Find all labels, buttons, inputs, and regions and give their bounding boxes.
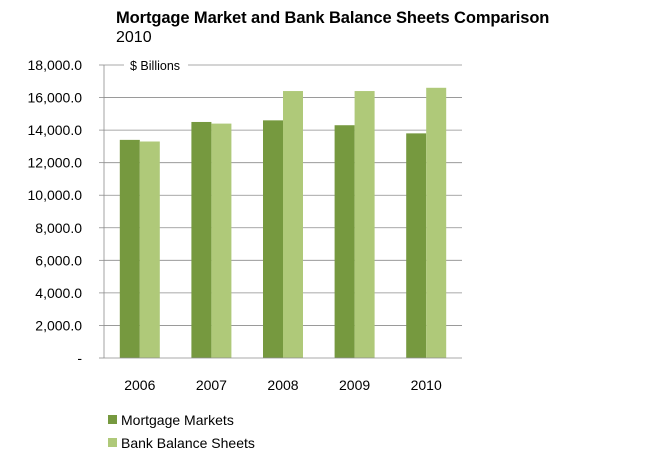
y-axis-label-background [124, 57, 189, 73]
bar-mortgage-markets-2007 [191, 121, 212, 358]
y-tick-label: 14,000.0 [28, 122, 83, 138]
legend-swatch-mortgage-markets [108, 415, 117, 424]
x-tick-label: 2009 [339, 377, 370, 393]
legend-label-mortgage-markets: Mortgage Markets [121, 411, 234, 428]
legend-item-mortgage-markets: Mortgage Markets [108, 408, 255, 431]
y-tick-label: 8,000.0 [35, 220, 82, 236]
x-tick-label: 2010 [411, 377, 442, 393]
bar-mortgage-markets-2008 [263, 120, 283, 358]
legend: Mortgage Markets Bank Balance Sheets [108, 408, 255, 454]
legend-label-bank-balance-sheets: Bank Balance Sheets [121, 434, 255, 451]
y-tick-label: 10,000.0 [28, 187, 83, 203]
tick-labels: - 2,000.0 4,000.0 6,000.0 8,000.0 10,000.0 12,… [28, 57, 442, 393]
y-tick-label: 6,000.0 [35, 252, 82, 268]
bar-mortgage-markets-2010 [406, 133, 427, 358]
y-tick-label: 12,000.0 [28, 155, 83, 171]
y-tick-label: - [77, 350, 82, 366]
bar-bank-balance-sheets-2006 [139, 141, 160, 358]
bar-mortgage-markets-2006 [119, 139, 140, 358]
bar-bank-balance-sheets-2007 [211, 123, 232, 358]
chart-subtitle: 2010 [116, 29, 152, 46]
legend-item-bank-balance-sheets: Bank Balance Sheets [108, 431, 255, 454]
y-tick-label: 4,000.0 [35, 285, 82, 301]
y-tick-label: 16,000.0 [28, 90, 83, 106]
legend-swatch-bank-balance-sheets [108, 438, 117, 447]
bar-bank-balance-sheets-2010 [426, 87, 447, 359]
axes [99, 64, 462, 359]
x-tick-label: 2006 [124, 377, 155, 393]
x-tick-label: 2008 [267, 377, 298, 393]
bar-bank-balance-sheets-2009 [354, 91, 375, 359]
y-tick-label: 18,000.0 [28, 57, 83, 73]
bars [119, 87, 447, 359]
bar-mortgage-markets-2009 [334, 125, 355, 358]
y-axis-label: $ Billions [130, 59, 180, 73]
bar-bank-balance-sheets-2008 [283, 91, 303, 359]
y-tick-label: 2,000.0 [35, 317, 82, 333]
x-tick-label: 2007 [196, 377, 227, 393]
chart-title: Mortgage Market and Bank Balance Sheets … [116, 9, 550, 27]
